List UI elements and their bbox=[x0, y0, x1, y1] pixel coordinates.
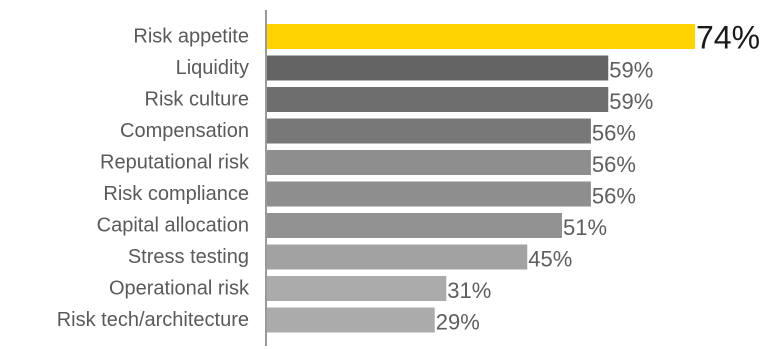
bar-3 bbox=[267, 87, 609, 112]
bar-10 bbox=[267, 307, 435, 333]
bars-group bbox=[267, 24, 695, 333]
value-label: 59% bbox=[609, 89, 653, 114]
category-label: Risk appetite bbox=[133, 26, 249, 48]
category-label: Stress testing bbox=[128, 246, 249, 268]
value-label: 51% bbox=[563, 215, 607, 240]
category-label: Risk culture bbox=[145, 89, 249, 111]
bar-2 bbox=[267, 55, 609, 81]
value-label: 56% bbox=[592, 121, 636, 146]
category-label: Operational risk bbox=[109, 278, 250, 300]
bar-1 bbox=[267, 24, 695, 49]
bar-9 bbox=[267, 276, 447, 301]
value-label: 29% bbox=[436, 310, 480, 335]
category-label: Reputational risk bbox=[100, 152, 250, 174]
category-labels-group: Risk appetite Liquidity Risk culture Compen… bbox=[57, 26, 250, 332]
value-label: 56% bbox=[592, 152, 636, 177]
bar-6 bbox=[267, 181, 591, 207]
value-label: 74% bbox=[696, 20, 760, 56]
category-label: Risk compliance bbox=[103, 183, 249, 205]
bar-4 bbox=[267, 118, 591, 144]
bar-5 bbox=[267, 150, 591, 175]
category-label: Capital allocation bbox=[97, 215, 249, 237]
bar-7 bbox=[267, 213, 562, 238]
bar-8 bbox=[267, 244, 528, 270]
value-label: 31% bbox=[447, 278, 491, 303]
value-labels-group: 74% 59% 59% 56% 56% 56% 51% 45% 31% 29% bbox=[436, 20, 760, 335]
value-label: 59% bbox=[609, 58, 653, 83]
category-label: Liquidity bbox=[176, 57, 249, 79]
value-label: 45% bbox=[528, 247, 572, 272]
category-label: Risk tech/architecture bbox=[57, 309, 249, 331]
value-label: 56% bbox=[592, 184, 636, 209]
category-label: Compensation bbox=[120, 120, 249, 142]
